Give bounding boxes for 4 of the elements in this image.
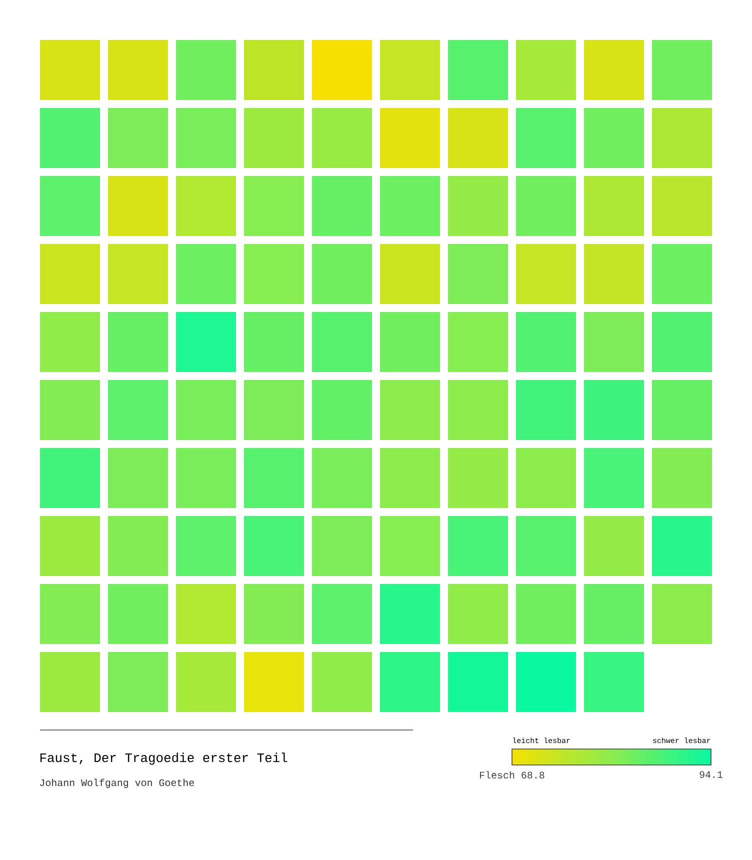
color-bar-label: 94.1 <box>700 771 722 778</box>
text: Johann Wolfgang von Goethe <box>40 778 194 788</box>
color-bar-label: Flesch 68.8 <box>480 771 544 779</box>
text: Faust, Der Tragoedie erster Teil <box>40 752 288 765</box>
